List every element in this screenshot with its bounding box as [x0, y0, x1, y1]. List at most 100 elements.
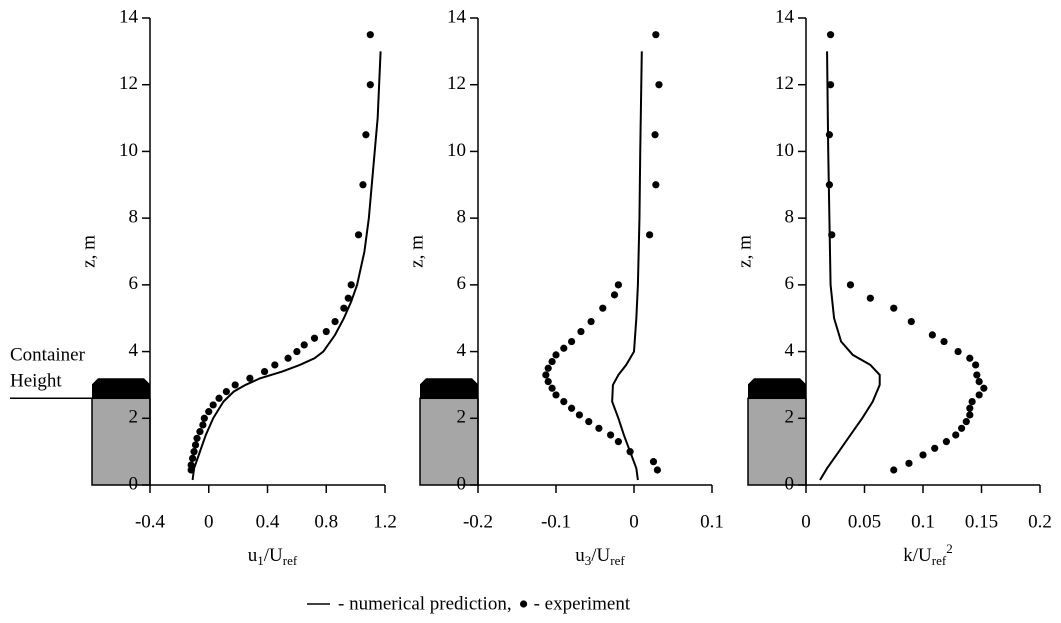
data-point	[928, 331, 936, 339]
y-tick-label: 0	[457, 473, 467, 494]
y-tick-label: 8	[129, 207, 139, 228]
data-point	[652, 31, 660, 39]
profile-line	[611, 51, 643, 481]
data-point	[962, 418, 970, 426]
data-point	[552, 391, 560, 399]
x-axis-label-part: 3	[585, 553, 592, 568]
data-point	[585, 418, 593, 426]
container-body	[419, 397, 479, 486]
x-axis-label-part: ref	[283, 553, 298, 568]
data-point	[193, 434, 201, 442]
data-point	[222, 388, 230, 396]
x-tick-label: 0.8	[314, 511, 338, 532]
data-point	[972, 361, 980, 369]
x-axis-label-part: 2	[946, 541, 953, 556]
y-tick-label: 12	[447, 73, 466, 94]
data-point	[293, 347, 301, 356]
data-point	[568, 404, 576, 412]
data-point	[655, 81, 663, 89]
x-axis-label: k/Uref2	[903, 541, 952, 568]
data-point	[958, 424, 966, 432]
x-tick-label: 0.4	[256, 511, 280, 532]
x-tick-label: 0	[629, 511, 639, 532]
data-point	[200, 414, 208, 422]
data-point	[610, 291, 619, 299]
x-axis-label-part: u	[248, 545, 258, 566]
data-point	[544, 377, 552, 386]
data-point	[646, 231, 654, 239]
data-point	[548, 384, 556, 392]
data-point	[825, 181, 834, 189]
y-tick-label: 4	[129, 340, 139, 361]
data-point	[954, 347, 962, 356]
data-point	[866, 294, 874, 302]
container-roof	[92, 378, 150, 399]
data-point	[552, 351, 560, 359]
data-point	[215, 394, 223, 402]
x-tick-label: -0.4	[135, 511, 166, 532]
data-point	[587, 317, 595, 326]
data-point	[231, 381, 239, 389]
annotation: Height	[10, 370, 62, 391]
data-point	[614, 281, 623, 289]
data-point	[310, 334, 319, 342]
data-point	[966, 354, 974, 362]
y-tick-label: 14	[447, 6, 467, 27]
data-point	[975, 391, 983, 399]
data-point	[205, 408, 213, 416]
container-body	[91, 397, 151, 486]
data-point	[595, 424, 603, 432]
container-body	[747, 397, 807, 486]
x-axis-label-part: ref	[610, 553, 625, 568]
x-axis-label-part: 1	[257, 553, 264, 568]
data-point	[652, 181, 660, 189]
x-tick-label: 0.05	[848, 511, 881, 532]
data-point	[626, 448, 634, 456]
data-point	[905, 459, 913, 467]
y-tick-label: 12	[775, 73, 794, 94]
data-point	[651, 131, 659, 139]
data-point	[968, 398, 976, 406]
data-point	[542, 371, 550, 379]
data-point	[362, 131, 370, 139]
data-point	[599, 304, 607, 312]
container-roof	[748, 378, 806, 399]
data-point	[907, 317, 915, 326]
data-point	[919, 451, 927, 459]
data-point	[246, 374, 254, 382]
x-tick-label: -0.1	[541, 511, 571, 532]
x-tick-label: -0.2	[463, 511, 493, 532]
data-point	[354, 231, 363, 239]
y-tick-label: 10	[447, 140, 466, 161]
data-point	[890, 466, 898, 474]
data-point	[846, 281, 855, 289]
data-point	[284, 354, 292, 362]
legend-point-symbol	[519, 600, 528, 608]
x-tick-label: 0	[801, 511, 811, 532]
y-tick-label: 0	[129, 473, 139, 494]
y-tick-label: 6	[129, 273, 139, 294]
data-point	[649, 458, 658, 466]
x-tick-label: 0.1	[911, 511, 935, 532]
data-point	[942, 438, 951, 446]
x-tick-label: 1.2	[373, 511, 397, 532]
data-point	[560, 398, 568, 406]
data-point	[340, 304, 348, 312]
data-point	[575, 411, 584, 419]
y-tick-label: 4	[785, 340, 795, 361]
data-point	[366, 81, 374, 89]
data-point	[271, 361, 279, 369]
y-axis-label: z, m	[406, 235, 427, 268]
y-tick-label: 0	[785, 473, 795, 494]
x-axis-label-part: /U	[591, 545, 610, 566]
data-point	[966, 404, 974, 412]
container-roof	[420, 378, 478, 399]
y-tick-label: 8	[785, 207, 795, 228]
data-point	[614, 438, 623, 446]
x-axis-label-part: k/U	[903, 545, 932, 566]
legend-label: - numerical prediction,	[338, 593, 512, 614]
data-point	[966, 411, 974, 419]
y-tick-label: 10	[775, 140, 794, 161]
data-point	[191, 441, 200, 449]
y-tick-label: 10	[119, 140, 138, 161]
